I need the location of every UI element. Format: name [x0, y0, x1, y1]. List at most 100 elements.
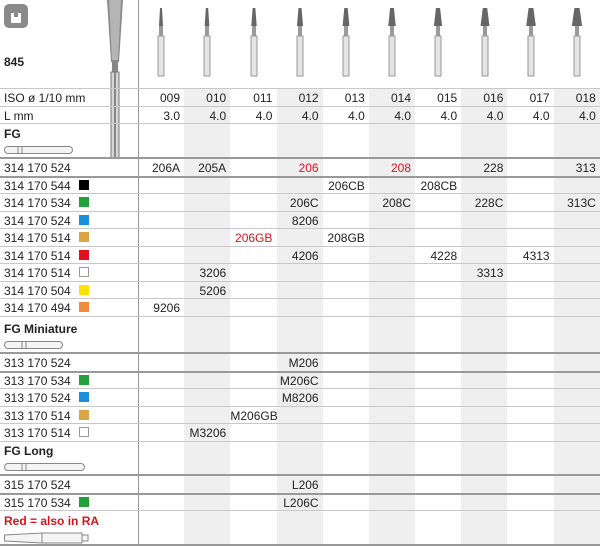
table-row: 314 170 514 4206 4228 4313 — [0, 247, 600, 264]
reference-number: 314 170 514 — [4, 231, 71, 245]
length-row: L mm 3.0 4.0 4.0 4.0 4.0 4.0 4.0 4.0 4.0 4.0 — [0, 107, 600, 124]
section-title: FG Long — [4, 444, 54, 458]
catalog-code: 313C — [567, 196, 596, 210]
catalog-code: 208C — [382, 196, 411, 210]
reference-number: 314 170 514 — [4, 266, 71, 280]
row-divider — [0, 88, 600, 89]
reference-number: 315 170 524 — [4, 478, 71, 492]
catalog-code: M8206 — [281, 391, 319, 405]
grit-color-swatch — [79, 232, 89, 242]
column-shade — [184, 88, 231, 546]
grit-color-swatch — [79, 302, 89, 312]
table-row: 314 170 514 206GB 208GB — [0, 229, 600, 246]
grit-color-swatch — [79, 249, 89, 260]
table-row: 314 170 544 206CB 208CB — [0, 177, 600, 194]
bur-shape-icon — [4, 4, 28, 28]
row-divider — [0, 423, 600, 424]
cell: 3.0 — [163, 109, 180, 123]
catalog-code: 228C — [474, 196, 504, 210]
column-shade — [553, 88, 600, 546]
catalog-code: 206GB — [235, 231, 273, 245]
reference-number: 314 170 524 — [4, 213, 71, 228]
row-divider — [0, 492, 600, 495]
bur-image — [388, 8, 396, 77]
reference-number: 314 170 544 — [4, 178, 71, 193]
catalog-code: L206 — [291, 478, 319, 492]
reference-number: 313 170 534 — [4, 373, 71, 388]
reference-number: 315 170 534 — [4, 495, 71, 510]
row-divider — [0, 370, 600, 373]
catalog-code: 206C — [289, 196, 319, 210]
row-divider — [0, 210, 600, 212]
cell: 014 — [390, 91, 411, 105]
column-shade — [461, 88, 508, 546]
row-divider — [0, 405, 600, 407]
row-divider — [0, 245, 600, 247]
row-divider — [0, 352, 600, 354]
catalog-code: 4228 — [430, 248, 458, 263]
bur-image — [342, 8, 350, 77]
catalog-code: 206A — [151, 161, 180, 175]
table-row: 313 170 514 M3206 — [0, 424, 600, 441]
product-number: 845 — [4, 55, 25, 69]
table-row: 313 170 514 M206GB — [0, 407, 600, 424]
shank-icon — [4, 144, 74, 158]
row-divider — [0, 175, 600, 178]
ra-shank-icon — [4, 532, 94, 546]
section-title: FG — [4, 127, 21, 141]
cell: 016 — [483, 91, 504, 105]
shank-icon — [4, 461, 86, 475]
table-row: 314 170 534 206C 208C 228C 313C — [0, 194, 600, 211]
bur-image — [203, 8, 211, 77]
grit-color-swatch — [79, 197, 89, 207]
row-divider — [0, 263, 600, 264]
catalog-code: 206CB — [328, 178, 365, 193]
row-divider — [0, 510, 600, 511]
row-divider — [0, 280, 600, 282]
catalog-code: 3313 — [476, 266, 504, 280]
table-row: 313 170 524 M206 — [0, 354, 600, 371]
cell: 018 — [575, 91, 596, 105]
grit-color-swatch — [79, 284, 89, 295]
row-divider — [0, 388, 600, 389]
grit-color-swatch — [79, 179, 89, 190]
legend-text: Red = also in RA — [4, 514, 100, 528]
reference-number: 314 170 534 — [4, 196, 71, 210]
reference-number: 313 170 524 — [4, 356, 71, 370]
row-divider — [0, 298, 600, 299]
reference-number: 314 170 524 — [4, 161, 71, 175]
catalog-code: M206 — [288, 356, 319, 370]
cell: 4.0 — [209, 109, 227, 123]
row-divider — [0, 157, 600, 159]
cell: 017 — [529, 91, 550, 105]
cell: 009 — [159, 91, 180, 105]
row-divider — [0, 544, 600, 546]
table-row: 314 170 494 9206 — [0, 299, 600, 316]
row-label: L mm — [4, 109, 34, 123]
reference-number: 313 170 524 — [4, 391, 71, 405]
table-row: 313 170 524 M8206 — [0, 389, 600, 406]
cell: 010 — [206, 91, 227, 105]
bur-image — [480, 8, 489, 77]
cell: 4.0 — [440, 109, 458, 123]
table-row: 314 170 504 5206 — [0, 282, 600, 299]
catalog-code: 4206 — [291, 248, 319, 263]
cell: 015 — [437, 91, 458, 105]
row-divider — [0, 123, 600, 124]
reference-number: 314 170 494 — [4, 301, 71, 315]
row-divider — [0, 106, 600, 107]
bur-image — [434, 8, 443, 77]
catalog-code: 5206 — [199, 283, 227, 298]
cell: 4.0 — [255, 109, 273, 123]
catalog-code: 205A — [198, 161, 227, 175]
column-divider — [138, 0, 139, 546]
catalog-code: 8206 — [291, 213, 319, 228]
grit-color-swatch — [79, 496, 89, 507]
catalog-code: 208 — [390, 161, 411, 175]
cell: 4.0 — [486, 109, 504, 123]
bur-image — [525, 8, 536, 77]
large-bur-image — [107, 0, 123, 158]
row-divider — [0, 315, 600, 317]
catalog-code: M3206 — [189, 426, 227, 440]
